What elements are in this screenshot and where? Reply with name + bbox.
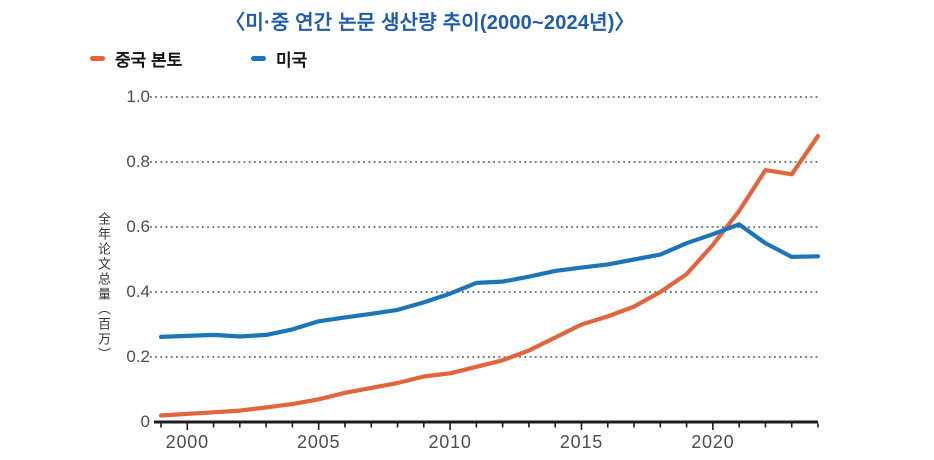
usa-series-line <box>158 222 821 339</box>
y-tick-label: 0.2 <box>126 347 150 366</box>
legend-item-usa: 미국 <box>251 47 308 70</box>
china-legend-swatch <box>90 55 105 61</box>
x-tick-label: 2005 <box>297 432 341 452</box>
x-tick-label: 2015 <box>559 432 604 452</box>
y-tick-label: 0.4 <box>126 282 150 301</box>
chart-title: 〈미·중 연간 논문 생산량 추이(2000~2024년)〉 <box>225 12 635 34</box>
y-tick-label: 0.8 <box>126 152 150 171</box>
y-tick-label: 0 <box>140 412 150 431</box>
legend-item-china: 중국 본토 <box>90 47 183 70</box>
y-tick-label: 1.0 <box>126 87 150 106</box>
usa-legend-label: 미국 <box>276 50 308 70</box>
usa-legend-swatch <box>251 55 266 61</box>
y-axis-title: 全年论文总量（百万） <box>96 212 111 362</box>
x-tick-label: 2020 <box>691 432 735 452</box>
x-tick-label: 2000 <box>165 432 209 452</box>
y-tick-label: 0.6 <box>126 217 150 236</box>
china-legend-label: 중국 본토 <box>115 50 183 70</box>
china-series-line <box>158 133 821 418</box>
x-tick-label: 2010 <box>428 432 472 452</box>
